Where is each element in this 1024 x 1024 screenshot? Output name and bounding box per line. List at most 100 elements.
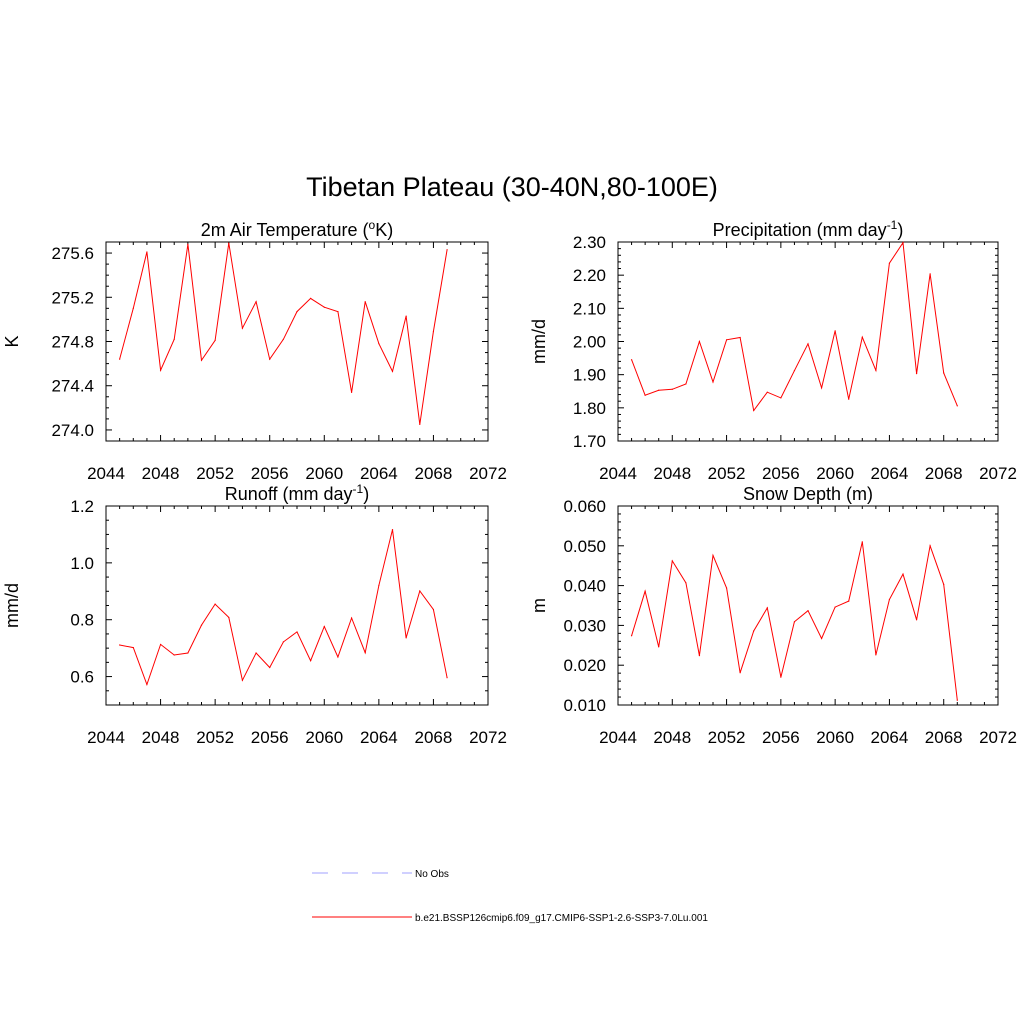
y-tick-label: 274.4 xyxy=(51,377,94,396)
figure-title: Tibetan Plateau (30-40N,80-100E) xyxy=(306,172,718,202)
x-tick-label: 2044 xyxy=(87,728,125,747)
data-point xyxy=(364,301,366,303)
data-point xyxy=(323,306,325,308)
x-tick-label: 2044 xyxy=(87,464,125,483)
plot-frame xyxy=(617,241,999,442)
data-point xyxy=(241,679,244,681)
data-point xyxy=(780,397,782,399)
data-point xyxy=(337,311,339,313)
legend-item-2: b.e21.BSSP126cmip6.f09_g17.CMIP6-SSP1-2.… xyxy=(312,913,708,924)
data-point xyxy=(119,358,121,360)
data-point xyxy=(888,598,891,601)
y-tick-label: 274.0 xyxy=(51,421,94,440)
data-point xyxy=(807,610,809,612)
legend-item-1: No Obs xyxy=(312,869,449,880)
data-point xyxy=(658,389,660,391)
data-point xyxy=(671,560,673,562)
data-point xyxy=(820,387,823,389)
data-point xyxy=(902,573,904,575)
y-axis-label: mm/d xyxy=(2,583,22,628)
data-point xyxy=(848,600,850,602)
panel-title-text: Precipitation (mm day xyxy=(713,220,887,240)
data-point xyxy=(419,423,421,426)
x-tick-label: 2064 xyxy=(871,728,909,747)
data-point xyxy=(378,584,380,586)
data-point xyxy=(956,405,958,407)
data-point xyxy=(228,616,230,619)
panel-title: Runoff (mm day-1) xyxy=(225,482,369,504)
data-point xyxy=(685,383,687,385)
data-point xyxy=(956,699,958,701)
data-point xyxy=(875,369,877,371)
data-point xyxy=(807,343,809,345)
data-point xyxy=(419,590,421,592)
data-point xyxy=(364,652,366,654)
data-point xyxy=(698,340,701,343)
x-tick-label: 2044 xyxy=(599,728,637,747)
y-tick-label: 0.040 xyxy=(563,577,606,596)
data-point xyxy=(848,398,850,400)
data-point xyxy=(159,643,162,646)
y-tick-label: 0.060 xyxy=(563,497,606,516)
panel-title-suffix: ) xyxy=(363,484,369,504)
data-point xyxy=(405,637,407,639)
x-tick-label: 2048 xyxy=(653,464,691,483)
data-point xyxy=(780,676,782,678)
x-tick-label: 2068 xyxy=(415,464,453,483)
chart-panels: 2m Air Temperature (oK) 2044 2048 2052 2056 2… xyxy=(2,218,1017,747)
chart-panel-2: Precipitation (mm day-1) 2044 2048 2052 2056… xyxy=(529,218,1017,483)
x-tick-label: 2056 xyxy=(762,464,800,483)
data-point xyxy=(766,607,768,609)
data-point xyxy=(391,528,394,531)
data-point xyxy=(146,683,148,686)
data-point xyxy=(739,672,741,674)
panel-title-superscript: -1 xyxy=(353,482,364,496)
data-point xyxy=(834,330,836,332)
x-tick-label: 2056 xyxy=(762,728,800,747)
data-point xyxy=(132,646,134,649)
x-tick-label: 2064 xyxy=(871,464,909,483)
data-point xyxy=(875,654,877,656)
y-tick-label: 1.90 xyxy=(573,366,606,385)
y-tick-label: 275.2 xyxy=(51,288,94,307)
y-tick-label: 0.030 xyxy=(563,616,606,635)
data-point xyxy=(644,394,646,396)
data-point xyxy=(378,343,380,345)
data-point xyxy=(432,608,435,611)
x-tick-label: 2048 xyxy=(653,728,691,747)
data-point xyxy=(902,242,904,244)
data-point xyxy=(929,545,931,547)
x-tick-label: 2060 xyxy=(816,464,854,483)
y-axis-label: m xyxy=(529,598,549,613)
panel-title: Snow Depth (m) xyxy=(743,484,873,504)
data-point xyxy=(753,409,755,412)
data-point xyxy=(214,339,216,341)
panel-title-superscript: -1 xyxy=(887,218,898,232)
x-tick-label: 2068 xyxy=(415,728,453,747)
x-tick-label: 2060 xyxy=(305,728,343,747)
panel-title-text: 2m Air Temperature ( xyxy=(201,220,369,240)
data-point xyxy=(793,370,796,372)
data-point xyxy=(119,644,121,646)
x-tick-label: 2060 xyxy=(816,728,854,747)
x-tick-label: 2056 xyxy=(251,464,289,483)
data-point xyxy=(200,359,203,361)
x-tick-label: 2052 xyxy=(196,728,234,747)
data-point xyxy=(310,297,312,299)
x-tick-label: 2052 xyxy=(196,464,234,483)
data-point xyxy=(241,327,244,329)
data-point xyxy=(296,311,298,313)
chart-panel-3: Runoff (mm day-1) 2044 2048 2052 2056 2060 206… xyxy=(2,482,507,747)
data-point xyxy=(187,243,189,245)
x-tick-label: 2068 xyxy=(925,728,963,747)
y-tick-label: 0.6 xyxy=(70,668,94,687)
chart-panel-4: Snow Depth (m) 2044 2048 2052 2056 2060 2064 20… xyxy=(529,484,1017,747)
panel-title: 2m Air Temperature (oK) xyxy=(201,218,393,240)
x-tick-label: 2072 xyxy=(979,464,1017,483)
data-point xyxy=(685,582,687,584)
y-tick-label: 275.6 xyxy=(51,244,94,263)
x-tick-label: 2072 xyxy=(979,728,1017,747)
data-point xyxy=(915,619,918,621)
data-point xyxy=(834,606,836,608)
